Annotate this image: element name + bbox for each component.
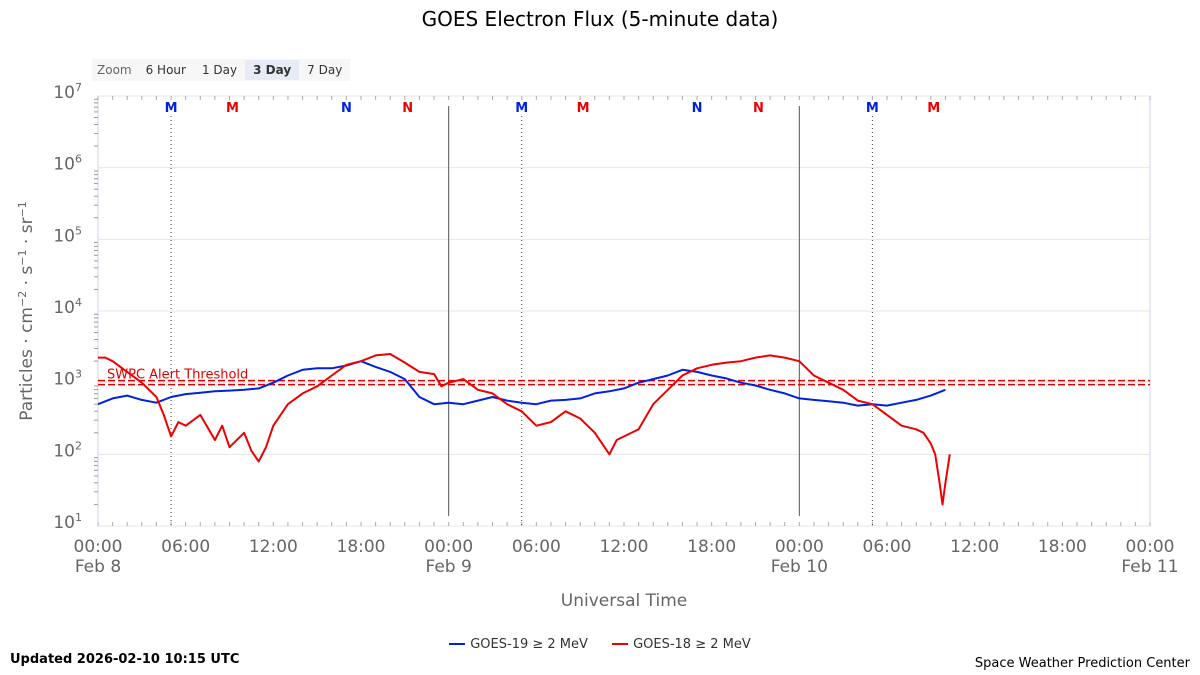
x-tick-label: 06:00 <box>863 537 912 557</box>
y-tick-label: 107 <box>53 81 82 103</box>
chart-title: GOES Electron Flux (5-minute data) <box>422 7 779 31</box>
x-tick-label: 12:00 <box>950 537 999 557</box>
zoom-label: Zoom <box>97 63 132 77</box>
marker-label: M <box>866 101 879 116</box>
y-tick-label: 102 <box>53 439 82 461</box>
series-line-goes-18 <box>98 353 951 506</box>
legend-label-goes-18: GOES-18 ≥ 2 MeV <box>633 636 751 652</box>
marker-label: M <box>226 101 239 116</box>
legend-swatch-red <box>612 643 629 645</box>
marker-label: M <box>927 101 940 116</box>
x-tick-label: 06:00 <box>512 537 561 557</box>
marker-label: N <box>341 101 352 116</box>
y-axis-title: Particles · cm−2 · s−1 · sr−1 <box>16 201 38 421</box>
x-tick-label: 18:00 <box>337 537 386 557</box>
x-tick-date-label: Feb 9 <box>426 557 472 577</box>
zoom-7-day-button[interactable]: 7 Day <box>299 60 351 80</box>
x-tick-date-label: Feb 11 <box>1121 557 1178 577</box>
y-tick-label: 103 <box>53 368 82 390</box>
x-tick-date-label: Feb 10 <box>771 557 828 577</box>
zoom-3-day-button[interactable]: 3 Day <box>245 60 300 80</box>
x-tick-label: 00:00 <box>74 537 123 557</box>
x-tick-date-label: Feb 8 <box>75 557 121 577</box>
marker-label: N <box>402 101 413 116</box>
marker-label: N <box>753 101 764 116</box>
marker-label: N <box>692 101 703 116</box>
zoom-1-day-button[interactable]: 1 Day <box>193 60 246 80</box>
threshold-label: SWPC Alert Threshold <box>107 368 248 383</box>
x-tick-label: 18:00 <box>687 537 736 557</box>
x-tick-label: 18:00 <box>1038 537 1087 557</box>
zoom-6-hour-button[interactable]: 6 Hour <box>137 60 194 80</box>
x-tick-label: 00:00 <box>775 537 824 557</box>
y-tick-label: 101 <box>53 511 82 533</box>
legend-swatch-blue <box>449 643 466 645</box>
legend-item-goes-18[interactable]: GOES-18 ≥ 2 MeV <box>612 637 751 652</box>
x-tick-label: 12:00 <box>600 537 649 557</box>
y-tick-label: 104 <box>53 296 82 318</box>
legend-item-goes-19[interactable]: GOES-19 ≥ 2 MeV <box>449 637 588 652</box>
x-axis-title: Universal Time <box>561 591 687 611</box>
legend: GOES-19 ≥ 2 MeV GOES-18 ≥ 2 MeV <box>0 634 1200 652</box>
series-line-goes-19 <box>97 360 946 407</box>
updated-timestamp: Updated 2026-02-10 10:15 UTC <box>10 652 240 667</box>
marker-label: M <box>515 101 528 116</box>
x-tick-label: 06:00 <box>161 537 210 557</box>
credit-text: Space Weather Prediction Center <box>974 656 1190 671</box>
x-tick-label: 00:00 <box>424 537 473 557</box>
x-tick-label: 12:00 <box>249 537 298 557</box>
marker-label: M <box>165 101 178 116</box>
y-tick-label: 106 <box>53 153 82 175</box>
x-tick-label: 00:00 <box>1126 537 1175 557</box>
legend-label-goes-19: GOES-19 ≥ 2 MeV <box>470 636 588 652</box>
zoom-bar: Zoom 6 Hour 1 Day 3 Day 7 Day <box>92 59 351 81</box>
marker-label: M <box>577 101 590 116</box>
y-tick-label: 105 <box>53 224 82 246</box>
